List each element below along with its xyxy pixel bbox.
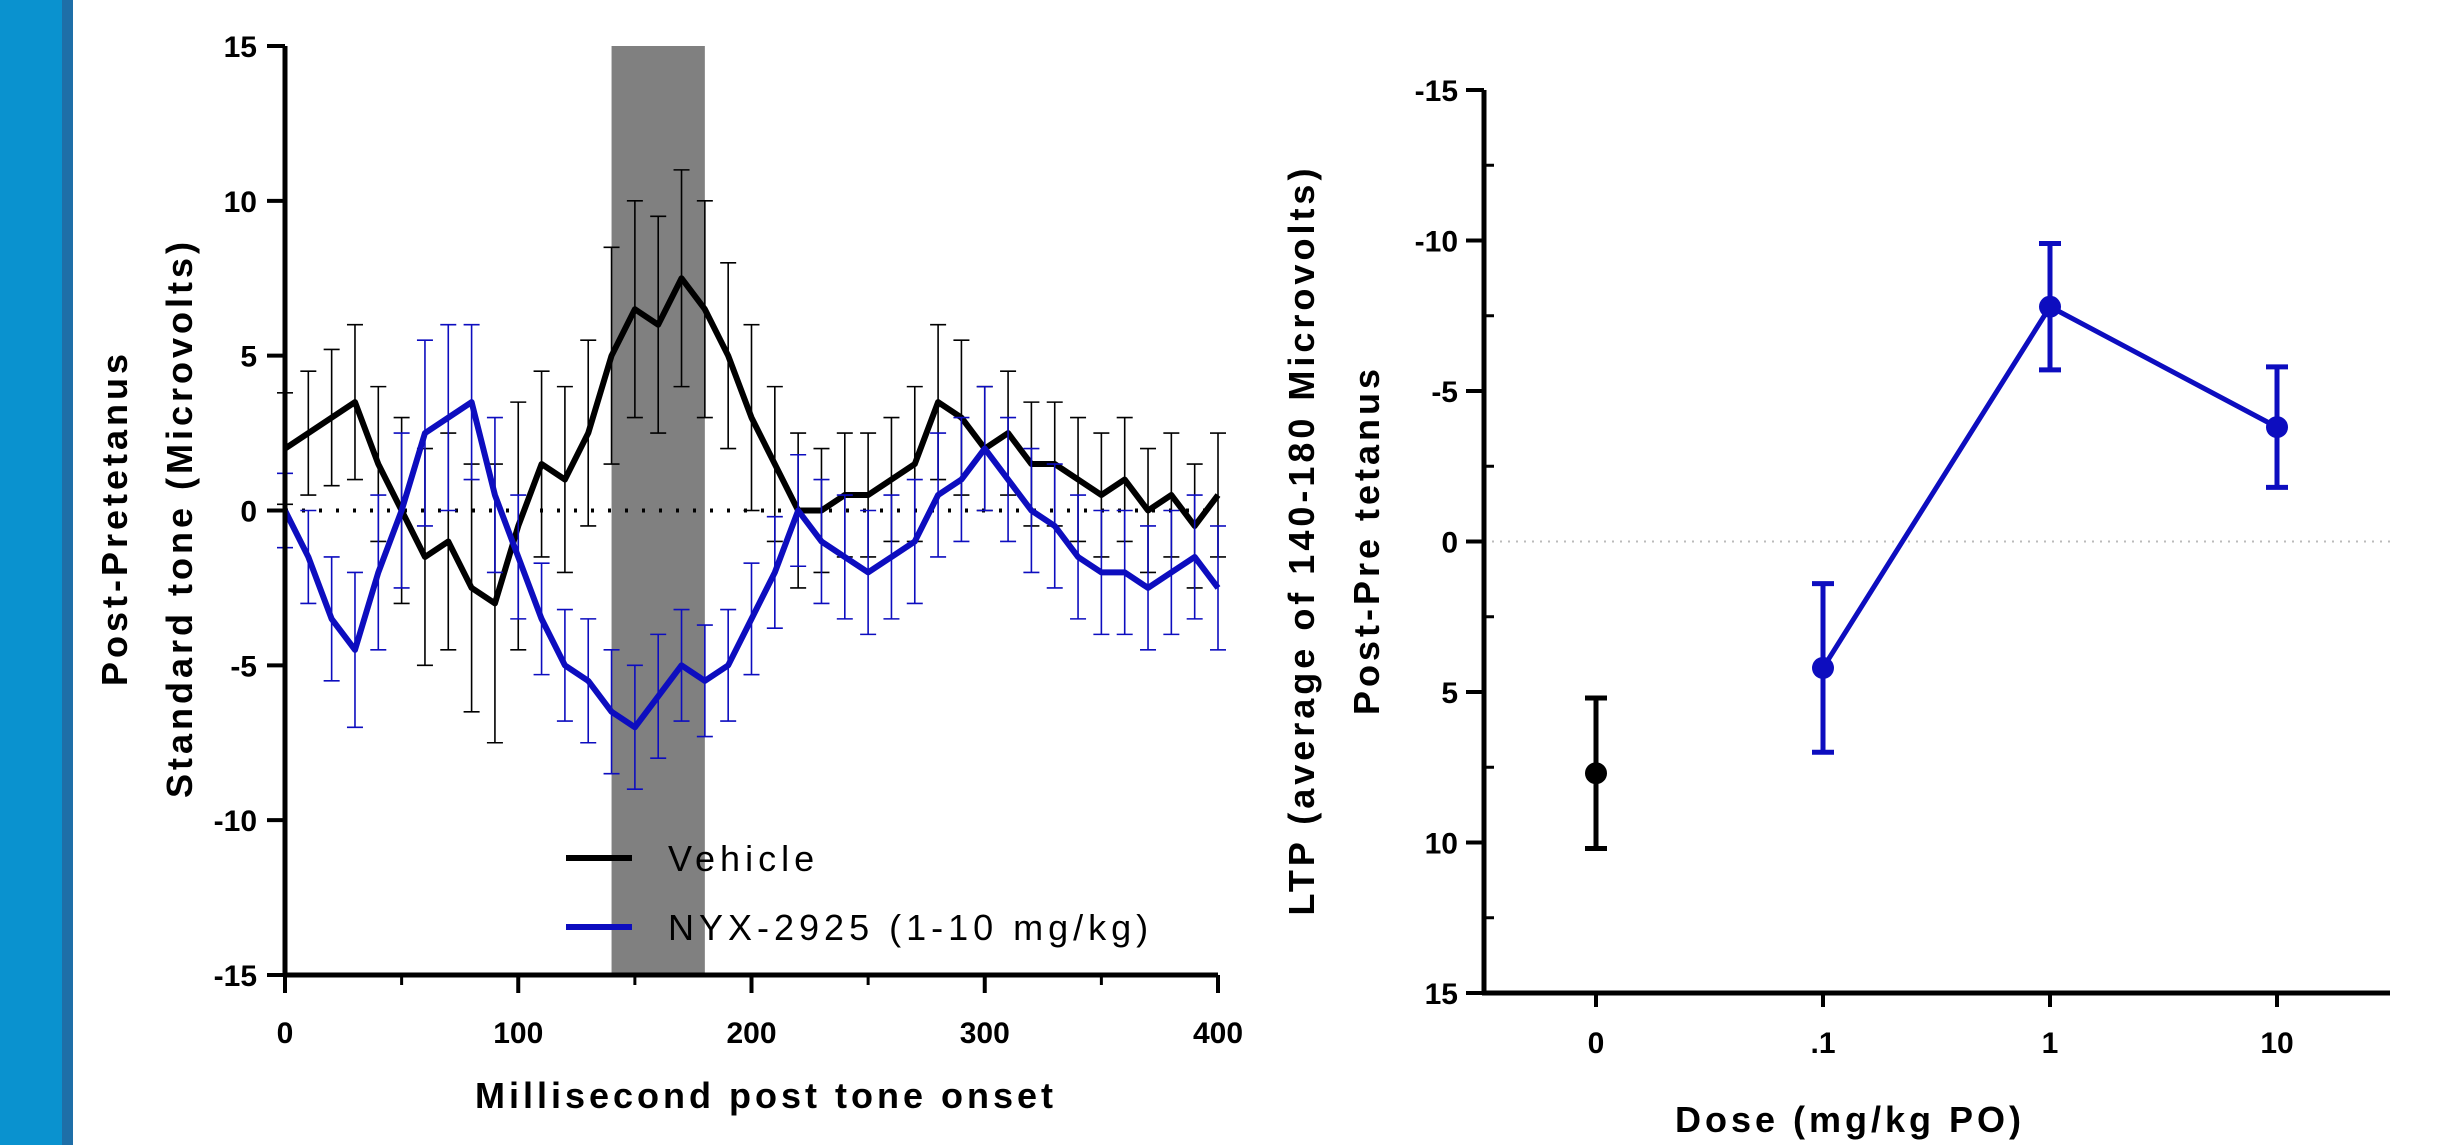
left-axes <box>267 44 1220 993</box>
x-tick-label: 10 <box>2260 1027 2293 1060</box>
right-y-axis-label-line2: Post-Pre tetanus <box>1346 365 1387 715</box>
legend-label-nyx-2925: NYX-2925 (1-10 mg/kg) <box>668 907 1153 948</box>
y-tick-label: -15 <box>214 960 257 993</box>
x-tick-label: 0 <box>277 1017 294 1050</box>
sidebar-accent-edge <box>62 0 73 1145</box>
right-y-axis-label-line1: LTP (average of 140-180 Microvolts) <box>1281 165 1322 916</box>
sidebar-accent-bar <box>0 0 62 1145</box>
left-y-axis-label-line1: Post-Pretetanus <box>94 350 135 686</box>
x-tick-label: 1 <box>2042 1027 2059 1060</box>
y-tick-label: 0 <box>240 496 257 529</box>
x-tick-label: 300 <box>960 1017 1010 1050</box>
series-line-nyx-2925-1-10-mg-kg <box>282 399 1221 731</box>
x-tick-label: .1 <box>1810 1027 1835 1060</box>
right-y-tick-labels: -15 -10 -5 0 5 10 15 <box>1415 75 1458 1011</box>
legend: Vehicle NYX-2925 (1-10 mg/kg) <box>566 838 1153 948</box>
data-point-nyx-2925-1-10-mg-kg-10 <box>2266 416 2288 439</box>
y-tick-label: 5 <box>1441 677 1458 710</box>
x-tick-label: 400 <box>1193 1017 1243 1050</box>
series-vehicle-dose <box>1585 695 1607 852</box>
right-x-axis-label: Dose (mg/kg PO) <box>1675 1099 2025 1140</box>
right-x-tick-labels: 0 .1 1 10 <box>1588 1027 2294 1060</box>
left-y-axis-label-line2: Standard tone (Microvolts) <box>159 238 200 798</box>
series-line-vehicle <box>283 275 1221 607</box>
y-tick-label: -5 <box>230 650 257 683</box>
y-tick-label: 15 <box>1425 978 1458 1011</box>
right-axes <box>1466 88 2390 1007</box>
y-tick-label: -5 <box>1431 376 1458 409</box>
left-x-axis-label: Millisecond post tone onset <box>475 1075 1057 1116</box>
x-tick-label: 100 <box>493 1017 543 1050</box>
right-chart: -15 -10 -5 0 5 10 15 0 .1 1 10 Dose (mg/kg PO) LT… <box>1281 75 2390 1140</box>
y-tick-label: -15 <box>1415 75 1458 108</box>
data-point-nyx-2925-1-10-mg-kg-1 <box>1812 656 1834 679</box>
x-tick-label: 0 <box>1588 1027 1605 1060</box>
series-nyx-2925 <box>277 323 1226 791</box>
legend-label-vehicle: Vehicle <box>668 838 819 879</box>
y-tick-label: 0 <box>1441 527 1458 560</box>
y-tick-label: 5 <box>240 341 257 374</box>
left-chart: 15 10 5 0 -5 -10 -15 0 100 200 300 400 Millisecond… <box>94 31 1243 1116</box>
data-point-vehicle-0 <box>1585 762 1607 785</box>
left-x-tick-labels: 0 100 200 300 400 <box>277 1017 1243 1050</box>
data-point-nyx-2925-1-10-mg-kg-1 <box>2039 295 2061 318</box>
y-tick-label: -10 <box>1415 226 1458 259</box>
y-tick-label: 10 <box>224 186 257 219</box>
series-nyx-2925-dose <box>1812 241 2288 755</box>
y-tick-label: -10 <box>214 805 257 838</box>
y-tick-label: 15 <box>224 31 257 64</box>
left-y-tick-labels: 15 10 5 0 -5 -10 -15 <box>214 31 257 993</box>
y-tick-label: 10 <box>1425 828 1458 861</box>
x-tick-label: 200 <box>726 1017 776 1050</box>
